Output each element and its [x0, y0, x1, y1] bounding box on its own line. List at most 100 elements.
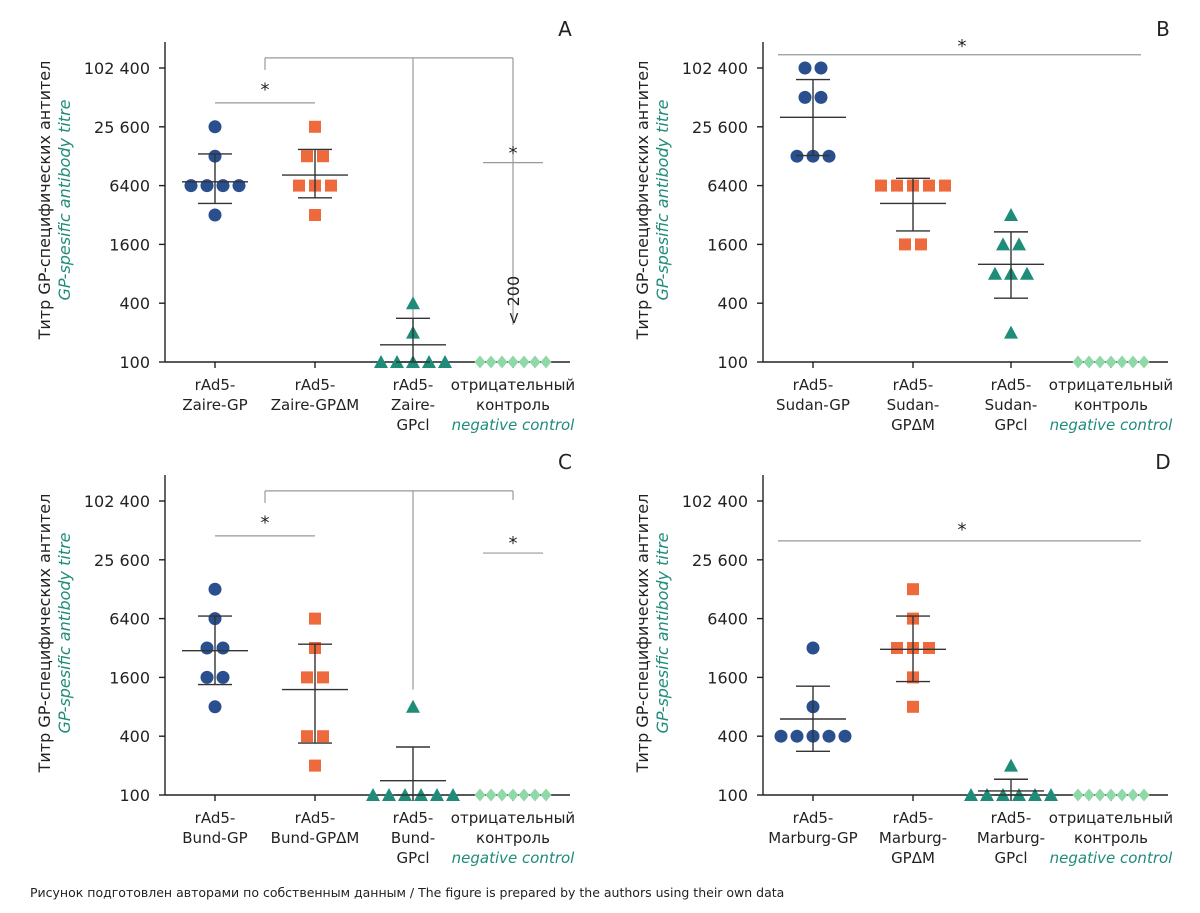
- x-tick-label: rAd5-: [195, 809, 236, 827]
- data-point-diamond: [1094, 355, 1106, 369]
- x-tick-label: GPΔM: [891, 849, 935, 867]
- data-point-diamond: [507, 355, 519, 369]
- data-point-diamond: [1083, 355, 1095, 369]
- y-tick-label: 102 400: [84, 492, 150, 511]
- data-point-square: [301, 730, 313, 743]
- x-tick-label: отрицательный: [451, 809, 575, 827]
- x-tick-label: rAd5-: [393, 809, 434, 827]
- data-point-diamond: [1072, 788, 1084, 802]
- x-tick-label: контроль: [476, 396, 550, 414]
- data-point-triangle: [1020, 266, 1034, 280]
- y-tick-label: 25 600: [94, 118, 150, 137]
- data-point-square: [907, 700, 919, 713]
- x-tick-label: Sudan-GP: [776, 396, 850, 414]
- x-tick-label: контроль: [1074, 396, 1148, 414]
- x-tick-label: GPcl: [396, 416, 429, 434]
- x-tick-label: Zaire-GP: [182, 396, 247, 414]
- y-tick-label: 6400: [109, 610, 150, 629]
- data-point-triangle: [988, 266, 1002, 280]
- significance-star: *: [509, 533, 518, 554]
- x-tick-label: Zaire-: [391, 396, 435, 414]
- y-tick-label: 1600: [707, 235, 748, 254]
- data-point-diamond: [485, 355, 497, 369]
- x-tick-label: rAd5-: [295, 376, 336, 394]
- x-tick-label: Zaire-GPΔM: [271, 396, 360, 414]
- y-axis-label: Титр GP-специфических антител GP-spesific…: [633, 494, 672, 774]
- data-point-diamond: [474, 788, 486, 802]
- data-point-diamond: [496, 355, 508, 369]
- y-tick-label: 25 600: [692, 551, 748, 570]
- y-tick-label: 400: [717, 727, 748, 746]
- panel-a: A 100 400 1600 6400 25 600 102 400 Титр GP-спец…: [35, 17, 575, 434]
- data-point-triangle: [1044, 788, 1058, 801]
- data-point-triangle: [406, 699, 420, 713]
- figure-caption: Рисунок подготовлен авторами по собствен…: [30, 885, 785, 900]
- data-point-circle: [822, 729, 836, 743]
- y-axis-label-ru: Титр GP-специфических антител: [633, 494, 652, 774]
- y-tick-label: 6400: [707, 177, 748, 196]
- data-point-square: [923, 179, 935, 192]
- x-tick-label: отрицательный: [451, 376, 575, 394]
- y-tick-label: 6400: [109, 177, 150, 196]
- y-tick-label: 25 600: [94, 551, 150, 570]
- data-point-circle: [216, 670, 230, 684]
- x-tick-label: rAd5-: [295, 809, 336, 827]
- data-point-circle: [208, 700, 222, 714]
- data-point-square: [317, 150, 329, 163]
- data-point-diamond: [1072, 355, 1084, 369]
- data-point-square: [915, 238, 927, 251]
- panel-letter: C: [558, 450, 572, 474]
- data-point-circle: [216, 179, 230, 193]
- x-tick-label: Bund-GP: [182, 829, 247, 847]
- x-tick-label: rAd5-: [793, 809, 834, 827]
- y-tick-label: 102 400: [84, 59, 150, 78]
- data-point-triangle: [366, 788, 380, 801]
- x-tick-label: Sudan-: [985, 396, 1038, 414]
- data-point-triangle: [1012, 237, 1026, 251]
- data-point-triangle: [430, 788, 444, 801]
- data-point-square: [891, 642, 903, 654]
- data-point-square: [907, 583, 919, 596]
- x-tick-label-italic: negative control: [452, 416, 576, 434]
- data-point-square: [293, 179, 305, 192]
- data-point-diamond: [518, 355, 530, 369]
- annotation-label: < 200: [504, 276, 523, 325]
- data-point-triangle: [406, 296, 420, 310]
- data-point-square: [923, 642, 935, 654]
- data-point-square: [309, 209, 321, 221]
- y-tick-label: 400: [119, 727, 150, 746]
- x-tick-label-italic: negative control: [452, 849, 576, 867]
- x-tick-label: rAd5-: [991, 809, 1032, 827]
- data-point-diamond: [1138, 355, 1150, 369]
- y-tick-label: 102 400: [682, 492, 748, 511]
- x-tick-label: rAd5-: [893, 376, 934, 394]
- data-point-diamond: [1116, 788, 1128, 802]
- x-tick-label: rAd5-: [793, 376, 834, 394]
- data-point-triangle: [1004, 325, 1018, 339]
- y-axis-label-en: GP-spesific antibody titre: [55, 532, 74, 733]
- data-point-triangle: [382, 788, 396, 801]
- y-tick-label: 1600: [109, 668, 150, 687]
- data-point-diamond: [1083, 788, 1095, 802]
- y-tick-label: 100: [119, 786, 150, 805]
- y-axis-label: Титр GP-специфических антител GP-spesific…: [633, 61, 672, 341]
- data-point-diamond: [496, 788, 508, 802]
- y-tick-label: 25 600: [692, 118, 748, 137]
- data-point-diamond: [474, 355, 486, 369]
- data-point-triangle: [980, 788, 994, 801]
- x-tick-label: Marburg-GP: [768, 829, 857, 847]
- x-tick-label: rAd5-: [991, 376, 1032, 394]
- x-tick-label: rAd5-: [393, 376, 434, 394]
- data-point-triangle: [964, 788, 978, 801]
- significance-star: *: [261, 79, 270, 100]
- significance-star: *: [509, 143, 518, 164]
- y-tick-label: 1600: [109, 235, 150, 254]
- data-point-circle: [200, 179, 214, 193]
- data-point-circle: [216, 641, 230, 655]
- x-tick-label: отрицательный: [1049, 376, 1173, 394]
- data-point-square: [891, 179, 903, 192]
- data-point-square: [875, 179, 887, 192]
- data-point-circle: [184, 179, 198, 193]
- x-tick-label: GPΔM: [891, 416, 935, 434]
